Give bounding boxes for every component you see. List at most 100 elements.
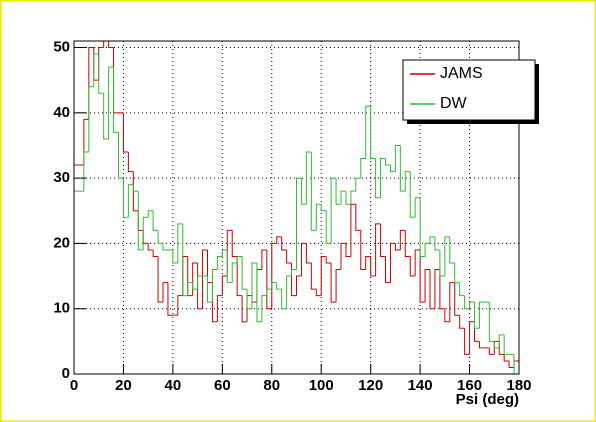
x-tick-label: 140 bbox=[408, 377, 433, 394]
histogram-bin bbox=[216, 295, 223, 322]
x-tick-label: 160 bbox=[457, 377, 482, 394]
x-tick-label: 120 bbox=[358, 377, 383, 394]
histogram-bin bbox=[335, 178, 341, 205]
histogram-bin bbox=[389, 165, 396, 173]
histogram-bin bbox=[459, 315, 465, 329]
histogram-bin bbox=[449, 282, 455, 322]
histogram-bin bbox=[74, 190, 79, 374]
histogram-bin bbox=[103, 93, 109, 140]
histogram-bin bbox=[469, 301, 475, 309]
histogram-bin bbox=[459, 282, 465, 297]
histogram-bin bbox=[434, 236, 440, 251]
y-tick-label: 30 bbox=[53, 169, 70, 186]
histogram-bin bbox=[474, 302, 480, 329]
histogram-bin bbox=[439, 269, 445, 310]
histogram-bin bbox=[454, 263, 460, 284]
y-tick-label: 50 bbox=[53, 38, 70, 55]
histogram-bin bbox=[464, 295, 470, 310]
histogram-bin bbox=[503, 334, 510, 355]
histogram-bin bbox=[246, 289, 252, 310]
histogram-bin bbox=[83, 118, 89, 166]
x-axis-label: Psi (deg) bbox=[456, 391, 519, 408]
histogram-bin bbox=[320, 204, 327, 212]
histogram-bin bbox=[315, 289, 322, 297]
histogram-bin bbox=[355, 204, 361, 231]
histogram-bin bbox=[122, 112, 129, 153]
histogram-bin bbox=[122, 178, 129, 218]
x-tick-label: 20 bbox=[115, 377, 132, 394]
histogram-bin bbox=[127, 152, 134, 173]
plot-frame bbox=[73, 40, 520, 375]
histogram-bin bbox=[444, 308, 450, 323]
histogram-bin bbox=[394, 144, 401, 172]
histogram-bin bbox=[93, 53, 99, 87]
histogram-bin bbox=[286, 275, 292, 309]
histogram-bin bbox=[508, 360, 515, 368]
histogram-bin bbox=[345, 191, 351, 205]
x-tick-label: 180 bbox=[506, 377, 531, 394]
histogram-bin bbox=[118, 132, 124, 179]
histogram-bin bbox=[108, 66, 114, 139]
histogram-bin bbox=[380, 158, 386, 198]
x-tick-label: 100 bbox=[309, 377, 334, 394]
histogram-bin bbox=[380, 223, 386, 257]
histogram-bin bbox=[305, 151, 312, 205]
legend-label: JAMS bbox=[440, 65, 483, 82]
histogram-bin bbox=[365, 255, 371, 270]
histogram-bin bbox=[221, 275, 228, 296]
x-tick-label: 40 bbox=[165, 377, 182, 394]
histogram-bin bbox=[389, 242, 396, 283]
histogram-bin bbox=[300, 242, 307, 277]
histogram-bin bbox=[424, 242, 430, 257]
histogram-bin bbox=[152, 249, 159, 257]
legend-label: DW bbox=[440, 95, 468, 112]
histogram-bin bbox=[281, 289, 287, 310]
histogram-bin bbox=[414, 197, 421, 218]
histogram-bin bbox=[429, 236, 435, 244]
histogram-bin bbox=[325, 210, 332, 244]
y-tick-label: 0 bbox=[62, 365, 70, 382]
histogram-bin bbox=[162, 243, 168, 251]
histogram-bin bbox=[454, 282, 460, 316]
histogram-bin bbox=[449, 236, 455, 264]
histogram-bin bbox=[478, 301, 485, 329]
histogram-bin bbox=[444, 236, 450, 277]
histogram-bin bbox=[271, 282, 277, 290]
histogram-bin bbox=[266, 249, 272, 310]
histogram-bin bbox=[399, 229, 406, 250]
x-tick-label: 60 bbox=[214, 377, 231, 394]
histogram-bin bbox=[236, 256, 243, 297]
histogram-bin bbox=[276, 236, 282, 244]
histogram-bin bbox=[315, 203, 322, 231]
histogram-bin bbox=[291, 269, 297, 277]
histogram-bin bbox=[241, 256, 248, 290]
histogram-bin bbox=[113, 67, 119, 133]
histogram-bin bbox=[493, 341, 500, 349]
histogram-bin bbox=[419, 249, 426, 303]
histogram-bin bbox=[404, 230, 411, 257]
histogram-bin bbox=[503, 354, 510, 362]
histogram-bin bbox=[310, 263, 317, 290]
histogram-bin bbox=[375, 158, 381, 199]
histogram-bin bbox=[132, 184, 139, 192]
histogram-bin bbox=[330, 263, 337, 303]
histogram-bin bbox=[385, 158, 391, 166]
histogram-bin bbox=[162, 282, 168, 303]
histogram-bin bbox=[142, 216, 149, 250]
histogram-bin bbox=[370, 256, 376, 277]
histogram-bin bbox=[409, 171, 416, 218]
histogram-bin bbox=[370, 106, 376, 160]
histogram-bin bbox=[152, 210, 159, 231]
histogram-bin bbox=[429, 269, 435, 310]
histogram-bin bbox=[226, 249, 233, 284]
histogram-bin bbox=[340, 242, 346, 270]
histogram-bin bbox=[207, 276, 213, 303]
histogram-bin bbox=[157, 230, 163, 244]
histogram-bin bbox=[345, 243, 351, 257]
histogram-bin bbox=[488, 302, 495, 342]
x-tick-label: 80 bbox=[263, 377, 280, 394]
histogram-bin bbox=[296, 177, 302, 270]
histogram-bin bbox=[236, 255, 243, 263]
histogram-bin bbox=[296, 275, 302, 296]
histogram-bin bbox=[231, 262, 238, 283]
